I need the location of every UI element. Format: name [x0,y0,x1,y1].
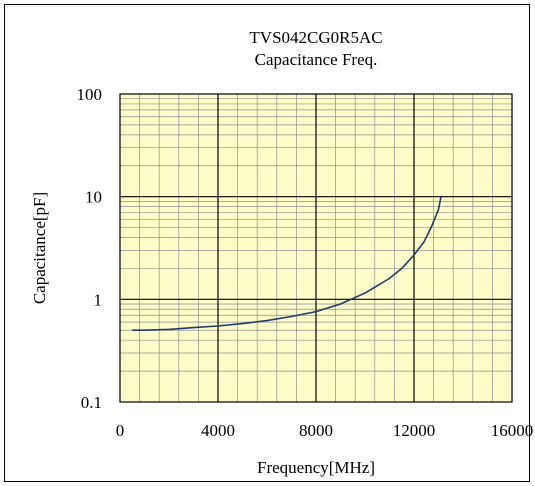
y-tick-label: 100 [77,85,103,104]
minor-grid [120,94,512,402]
x-tick-label: 12000 [393,421,436,440]
major-grid [120,94,512,402]
plot-border [119,93,513,403]
x-tick-label: 4000 [201,421,235,440]
y-axis-ticks: 0.1 1 10 100 [77,85,103,412]
x-axis-label: Frequency[MHz] [257,458,375,477]
chart-title: TVS042CG0R5AC [249,28,383,47]
x-tick-label: 16000 [491,421,534,440]
x-axis-ticks: 0 4000 8000 12000 16000 [116,421,534,440]
y-tick-label: 0.1 [81,393,102,412]
chart-subtitle: Capacitance Freq. [254,50,378,69]
y-axis-label: Capacitance[pF] [30,192,49,304]
y-tick-label: 1 [94,290,103,309]
y-tick-label: 10 [85,188,102,207]
capacitance-curve [132,196,442,331]
x-tick-label: 8000 [299,421,333,440]
x-tick-label: 0 [116,421,125,440]
